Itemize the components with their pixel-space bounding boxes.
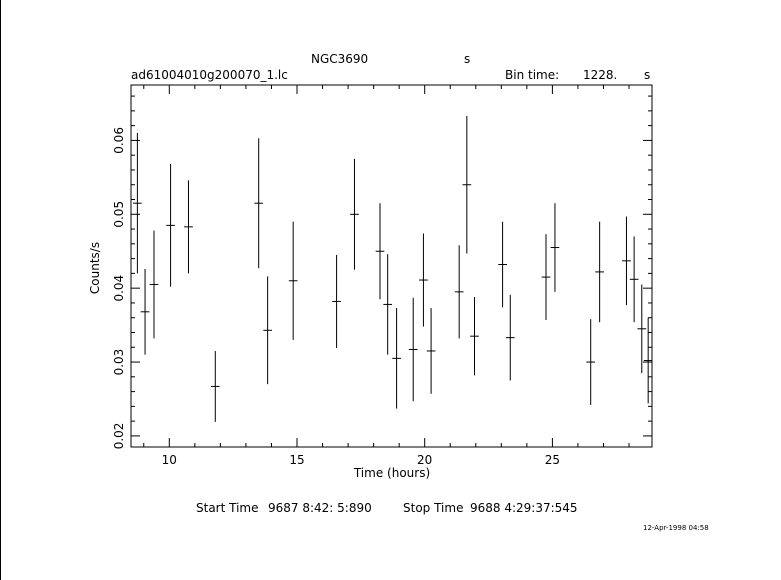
data-point [470, 297, 479, 376]
data-point [586, 319, 596, 405]
y-axis-label: Counts/s [88, 242, 102, 294]
data-point [288, 221, 298, 340]
data-point [426, 308, 436, 394]
data-point [595, 221, 604, 323]
filename-label: ad61004010g200070_1.lc [131, 68, 288, 82]
x-tick-label: 25 [545, 453, 560, 467]
axis-ticks: 10 15 20 25 0.02 0.03 0.04 0.05 0.06 [112, 85, 652, 467]
data-point [133, 133, 142, 274]
data-point [149, 230, 159, 339]
data-point [498, 221, 507, 308]
data-point [210, 350, 220, 422]
x-tick-label: 10 [162, 453, 177, 467]
data-point [629, 236, 639, 323]
chart-title: NGC3690 [311, 52, 368, 66]
data-point [392, 308, 401, 409]
x-axis-label: Time (hours) [353, 466, 430, 480]
stop-time-value: 9688 4:29:37:545 [470, 501, 578, 515]
data-point [550, 203, 560, 292]
start-time-value: 9687 8:42: 5:890 [268, 501, 372, 515]
data-point [643, 317, 652, 404]
data-point [622, 216, 631, 306]
data-point [419, 233, 428, 327]
data-point [350, 158, 359, 270]
y-tick-label: 0.02 [112, 423, 126, 450]
data-point [454, 245, 464, 339]
data-point [263, 276, 272, 385]
data-point [332, 254, 341, 349]
chart-title-suffix: s [464, 52, 470, 66]
data-point [462, 116, 472, 254]
plot-frame [130, 84, 653, 448]
data-point [375, 203, 385, 300]
stop-time-label: Stop Time [403, 501, 463, 515]
data-point [254, 138, 264, 269]
data-point [140, 268, 150, 355]
y-tick-label: 0.05 [112, 201, 126, 228]
plot-timestamp: 12-Apr-1998 04:58 [643, 524, 709, 532]
bin-time-unit: s [644, 68, 650, 82]
data-point [184, 180, 193, 274]
data-point [166, 164, 175, 287]
page-edge-line [0, 0, 1, 580]
start-time-label: Start Time [196, 501, 259, 515]
y-tick-label: 0.04 [112, 275, 126, 302]
data-point [383, 254, 393, 355]
bin-time-label: Bin time: [505, 68, 559, 82]
data-point [408, 297, 418, 402]
data-point [505, 294, 515, 381]
data-points [133, 116, 652, 422]
data-point [637, 284, 647, 374]
bin-time-value: 1228. [583, 68, 617, 82]
x-tick-label: 20 [417, 453, 432, 467]
data-point [541, 234, 551, 320]
y-tick-label: 0.06 [112, 127, 126, 154]
y-tick-label: 0.03 [112, 349, 126, 376]
x-tick-label: 15 [289, 453, 304, 467]
